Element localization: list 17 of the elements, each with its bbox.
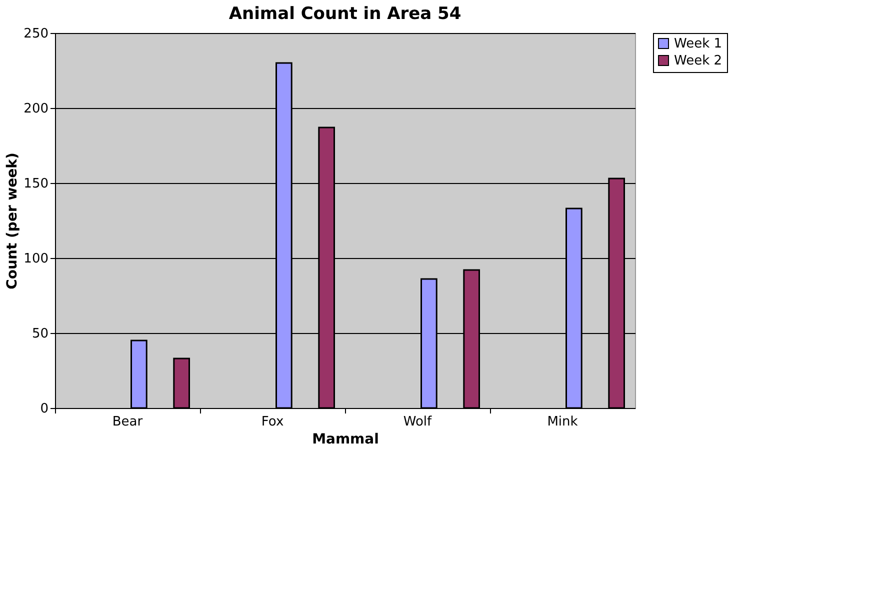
y-tick-label: 200 xyxy=(24,102,48,116)
y-tick-label: 50 xyxy=(32,326,48,342)
legend-label: Week 1 xyxy=(674,36,722,52)
y-tick-label: 0 xyxy=(40,402,48,416)
x-tick-label: Fox xyxy=(261,414,284,430)
x-tick-label: Mink xyxy=(547,414,578,430)
y-tick-label: 250 xyxy=(24,26,48,42)
bar xyxy=(130,340,148,409)
x-axis-title: Mammal xyxy=(312,432,379,448)
y-tick-label: 150 xyxy=(24,176,48,192)
bar xyxy=(173,358,190,409)
y-axis-title: Count (per week) xyxy=(4,152,21,290)
y-tick-label: 100 xyxy=(24,252,48,266)
legend-label: Week 2 xyxy=(674,54,722,68)
x-tick-label: Wolf xyxy=(403,414,432,430)
x-tick-label: Bear xyxy=(112,414,144,430)
chart-title: Animal Count in Area 54 xyxy=(228,4,462,24)
